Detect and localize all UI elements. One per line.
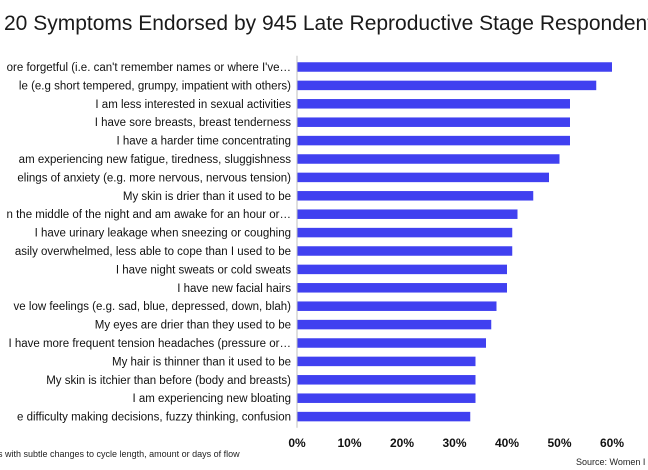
category-label: I have a harder time concentrating <box>116 136 291 148</box>
category-label: ve low feelings (e.g. sad, blue, depress… <box>14 301 292 313</box>
category-label: I am less interested in sexual activitie… <box>95 99 291 111</box>
x-tick-label: 50% <box>547 436 571 450</box>
x-tick-label: 20% <box>390 436 414 450</box>
x-tick-label: 0% <box>288 436 306 450</box>
bar <box>297 411 471 422</box>
category-label: ore forgetful (i.e. can't remember names… <box>7 62 291 74</box>
bar <box>297 393 476 403</box>
category-label: n the middle of the night and am awake f… <box>7 209 291 221</box>
bar <box>297 117 570 127</box>
category-label: le (e.g short tempered, grumpy, impatien… <box>19 80 291 92</box>
bar <box>297 154 560 164</box>
chart-title: 20 Symptoms Endorsed by 945 Late Reprodu… <box>4 12 648 35</box>
bar <box>297 80 597 91</box>
bar <box>297 319 492 330</box>
bar <box>297 375 476 385</box>
x-tick-label: 30% <box>442 436 466 450</box>
bar <box>297 338 486 348</box>
bar <box>297 227 513 238</box>
x-tick-label: 60% <box>600 436 624 450</box>
category-label: I have sore breasts, breast tenderness <box>95 117 291 129</box>
bar <box>297 191 534 201</box>
x-tick-label: 10% <box>337 436 361 450</box>
bar <box>297 264 507 275</box>
category-label: I am experiencing new bloating <box>132 393 291 405</box>
bars-group <box>297 62 612 422</box>
bar <box>297 301 497 311</box>
category-label: I have more frequent tension headaches (… <box>8 338 291 350</box>
category-labels-group: ore forgetful (i.e. can't remember names… <box>7 62 292 424</box>
x-tick-labels-group: 0% 10% 20% 30% 40% 50% 60% <box>288 436 624 450</box>
bar <box>297 209 518 219</box>
bar <box>297 135 570 146</box>
category-label: My skin is itchier than before (body and… <box>46 375 291 387</box>
bar <box>297 356 476 367</box>
footnote: s with subtle changes to cycle length, a… <box>0 449 240 459</box>
bar <box>297 99 570 109</box>
bar <box>297 246 513 256</box>
category-label: I have night sweats or cold sweats <box>116 264 291 276</box>
category-label: My hair is thinner than it used to be <box>112 356 291 368</box>
category-label: I have new facial hairs <box>177 283 291 295</box>
source-note: Source: Women I <box>576 457 646 467</box>
category-label: My eyes are drier than they used to be <box>95 320 291 332</box>
bar <box>297 172 549 183</box>
category-label: asily overwhelmed, less able to cope tha… <box>15 246 291 258</box>
category-label: My skin is drier than it used to be <box>123 191 291 203</box>
category-label: I have urinary leakage when sneezing or … <box>35 228 291 240</box>
category-label: elings of anxiety (e.g. more nervous, ne… <box>17 172 291 184</box>
bar <box>297 283 507 293</box>
bar <box>297 62 612 72</box>
category-label: e difficulty making decisions, fuzzy thi… <box>17 412 291 424</box>
x-tick-label: 40% <box>495 436 519 450</box>
category-label: am experiencing new fatigue, tiredness, … <box>19 154 292 166</box>
